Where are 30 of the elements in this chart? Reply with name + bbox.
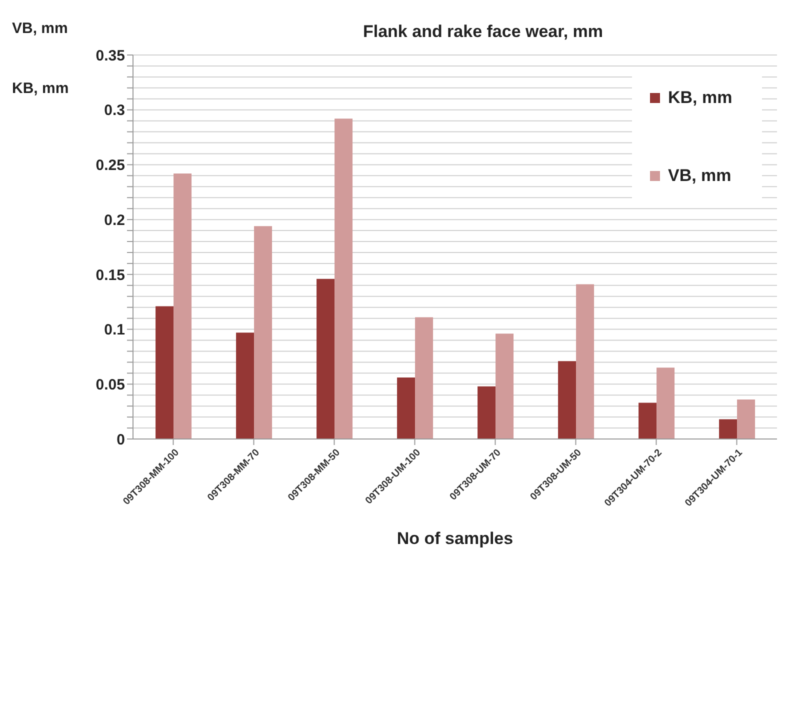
y-tick-label: 0.35: [96, 47, 125, 64]
bar: [236, 332, 254, 439]
bar: [656, 368, 675, 439]
y-tick-label: 0.15: [96, 266, 125, 284]
bar: [719, 419, 738, 439]
bar: [478, 386, 496, 439]
chart-title: Flank and rake face wear, mm: [362, 22, 604, 42]
text: KB, mm: [12, 80, 69, 97]
bar: [316, 278, 335, 439]
bar: [737, 400, 756, 439]
y-axis-title: VB, mm: [12, 20, 68, 37]
y-tick-label: 0.25: [96, 157, 125, 174]
bar: [254, 226, 272, 439]
legend-label: VB, mm: [668, 166, 732, 186]
bar: [496, 334, 514, 439]
legend-label: KB, mm: [668, 88, 732, 108]
bar: [397, 378, 416, 439]
y-tick-label: 0.3: [104, 102, 125, 120]
y-tick-label: 0.1: [104, 322, 125, 339]
y-tick-label: 0: [116, 431, 125, 448]
x-axis-title: No of samples: [396, 529, 514, 548]
bar: [638, 402, 657, 439]
bar: [415, 317, 434, 439]
y-tick-label: 0.05: [96, 376, 125, 394]
bar: [174, 173, 192, 439]
bar: [156, 306, 174, 439]
bar: [576, 284, 594, 439]
bar: [334, 118, 353, 439]
y-tick-label: 0.2: [104, 212, 125, 229]
bar: [558, 361, 576, 439]
